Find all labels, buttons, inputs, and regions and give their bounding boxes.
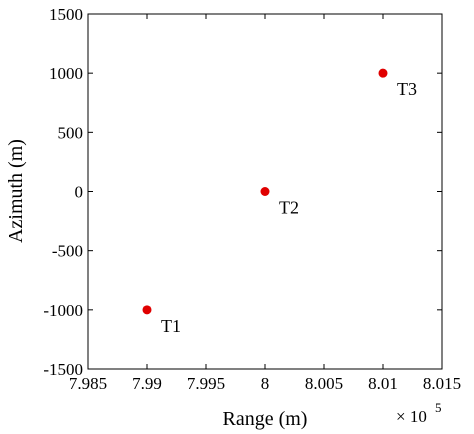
x-axis-label: Range (m)	[223, 408, 308, 430]
x-axis-ticks: 7.985 7.99 7.995 8 8.005 8.01 8.015	[69, 14, 461, 393]
data-point-t1	[142, 305, 152, 315]
x-tick-label: 8	[261, 374, 270, 393]
point-label-t1: T1	[161, 316, 181, 336]
x-tick-label: 8.01	[368, 374, 398, 393]
point-label-t2: T2	[279, 198, 299, 218]
data-points: T1 T2 T3	[142, 68, 417, 336]
y-axis-label: Azimuth (m)	[5, 139, 27, 243]
x-tick-label: 8.015	[423, 374, 461, 393]
x-multiplier-exponent: 5	[435, 400, 442, 415]
y-tick-label: -1000	[43, 301, 83, 320]
x-tick-label: 7.99	[132, 374, 162, 393]
y-axis-ticks: -1500 -1000 -500 0 500 1000 1500	[43, 5, 442, 379]
x-tick-label: 7.985	[69, 374, 107, 393]
y-tick-label: 500	[58, 123, 84, 142]
point-label-t3: T3	[397, 79, 417, 99]
y-tick-label: -500	[52, 242, 83, 261]
data-point-t2	[260, 187, 270, 196]
x-axis-multiplier: × 10 5	[396, 400, 442, 426]
y-tick-label: 1000	[49, 64, 83, 83]
x-tick-label: 7.995	[187, 374, 225, 393]
x-tick-label: 8.005	[305, 374, 343, 393]
x-multiplier-base: × 10	[396, 407, 427, 426]
y-tick-label: 0	[75, 183, 84, 202]
y-tick-label: 1500	[49, 5, 83, 24]
data-point-t3	[378, 68, 388, 78]
y-tick-label: -1500	[43, 360, 83, 379]
